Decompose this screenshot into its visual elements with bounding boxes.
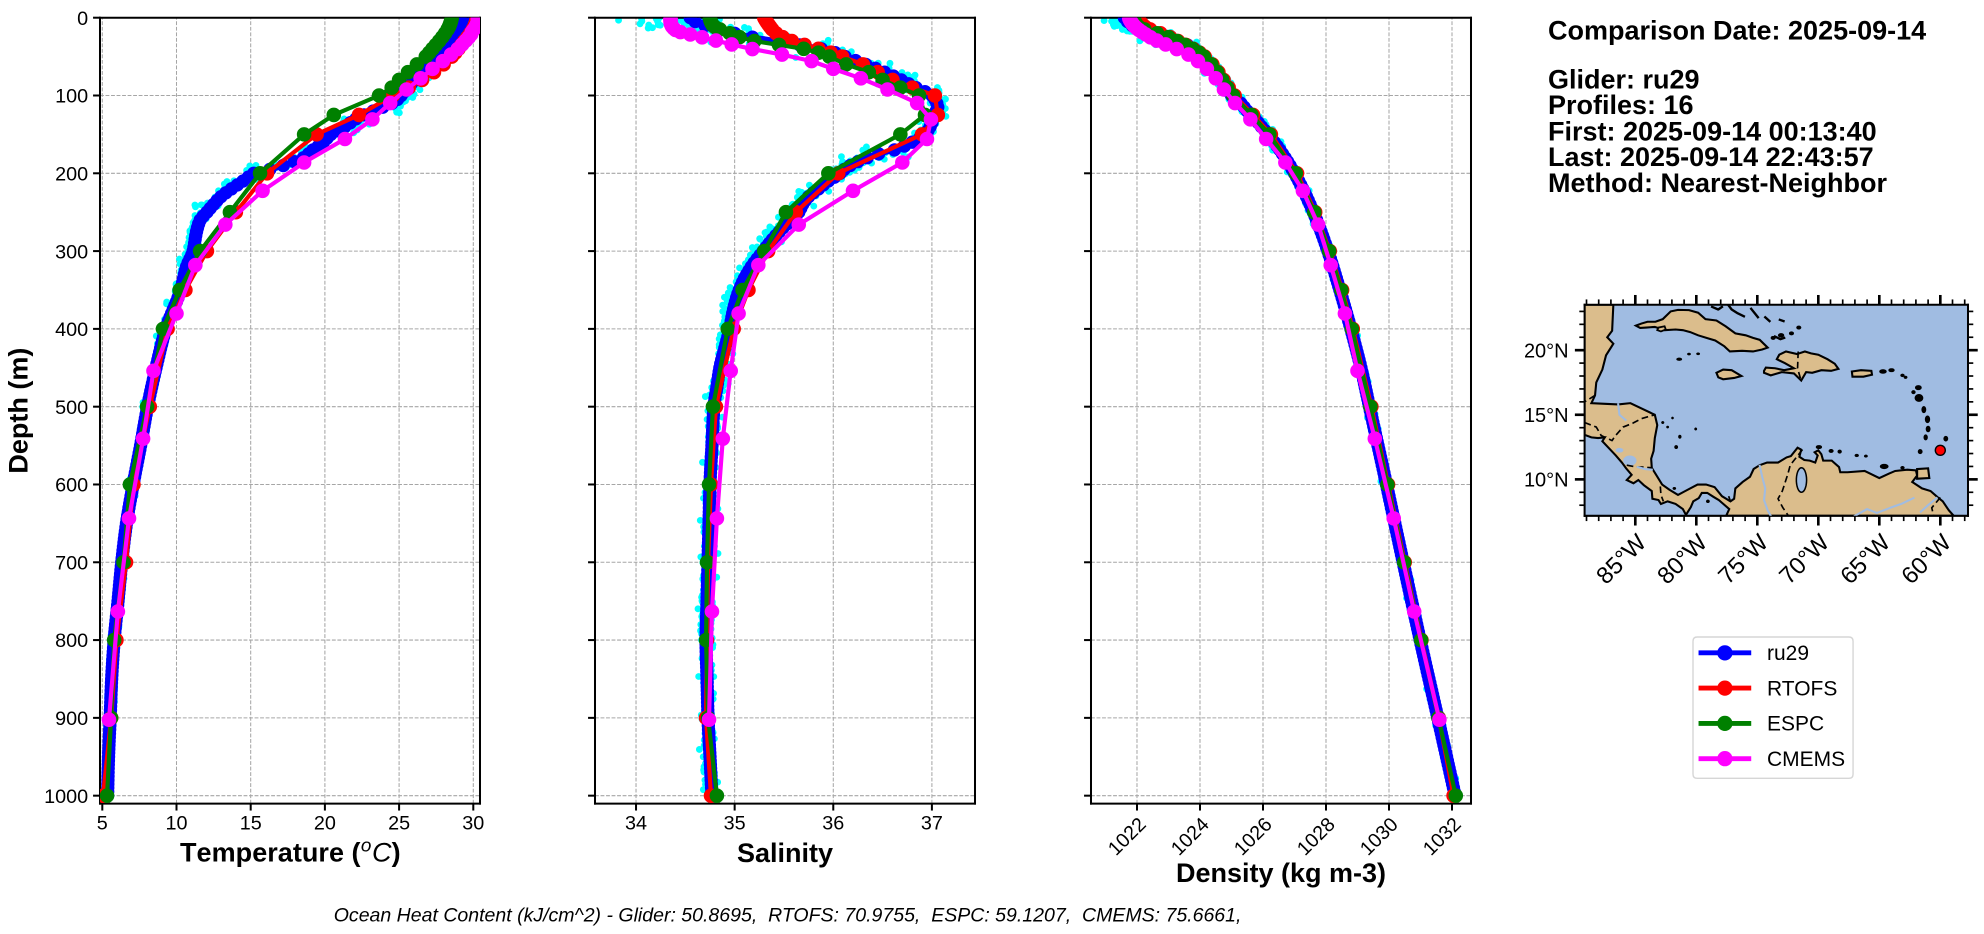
svg-text:5: 5	[97, 813, 108, 835]
svg-text:Density (kg m-3): Density (kg m-3)	[1176, 858, 1386, 888]
svg-text:CMEMS: CMEMS	[1767, 748, 1845, 771]
svg-text:Ocean Heat Content (kJ/cm^2) -: Ocean Heat Content (kJ/cm^2) - Glider: 5…	[334, 904, 1242, 926]
svg-text:15: 15	[240, 813, 262, 835]
svg-text:700: 700	[55, 552, 88, 574]
svg-text:0: 0	[77, 8, 88, 30]
svg-text:First: 2025-09-14 00:13:40: First: 2025-09-14 00:13:40	[1548, 116, 1877, 146]
svg-text:20°N: 20°N	[1524, 340, 1569, 362]
svg-text:Method: Nearest-Neighbor: Method: Nearest-Neighbor	[1548, 168, 1888, 198]
svg-text:200: 200	[55, 163, 88, 185]
svg-text:37: 37	[921, 813, 943, 835]
svg-text:600: 600	[55, 475, 88, 497]
svg-text:RTOFS: RTOFS	[1767, 677, 1837, 700]
svg-text:ru29: ru29	[1767, 642, 1809, 665]
svg-text:15°N: 15°N	[1524, 405, 1569, 427]
svg-text:Salinity: Salinity	[737, 838, 833, 868]
svg-text:800: 800	[55, 630, 88, 652]
svg-text:30: 30	[462, 813, 484, 835]
svg-text:10: 10	[165, 813, 187, 835]
svg-text:900: 900	[55, 708, 88, 730]
svg-text:300: 300	[55, 241, 88, 263]
svg-text:Profiles: 16: Profiles: 16	[1548, 90, 1694, 120]
svg-text:1000: 1000	[44, 786, 88, 808]
svg-text:500: 500	[55, 397, 88, 419]
svg-text:10°N: 10°N	[1524, 470, 1569, 492]
svg-text:34: 34	[625, 813, 647, 835]
svg-text:100: 100	[55, 86, 88, 108]
svg-text:20: 20	[314, 813, 336, 835]
svg-text:25: 25	[388, 813, 410, 835]
svg-text:T e m p: T e m p e r a t u r e ( ) o C	[180, 832, 406, 868]
svg-text:35: 35	[724, 813, 746, 835]
svg-text:Glider: ru29: Glider: ru29	[1548, 64, 1700, 94]
svg-text:Comparison Date: 2025-09-14: Comparison Date: 2025-09-14	[1548, 15, 1926, 45]
svg-text:Last: 2025-09-14 22:43:57: Last: 2025-09-14 22:43:57	[1548, 142, 1874, 172]
svg-text:ESPC: ESPC	[1767, 713, 1824, 736]
svg-text:Depth (m): Depth (m)	[3, 348, 33, 474]
svg-text:400: 400	[55, 319, 88, 341]
svg-text:36: 36	[822, 813, 844, 835]
